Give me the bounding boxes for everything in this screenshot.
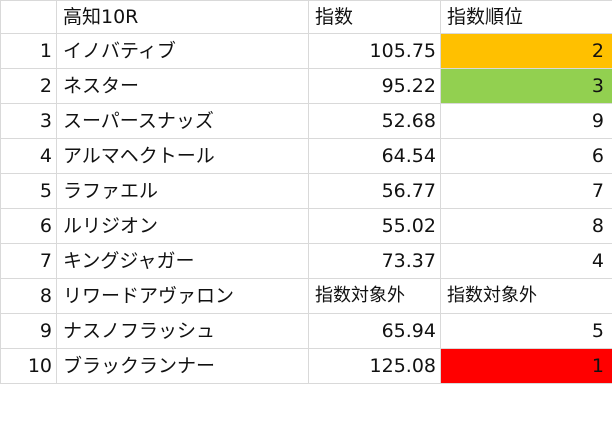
table-row: 10 ブラックランナー 125.08 1 bbox=[0, 348, 612, 384]
race-title-cell[interactable]: 高知10R bbox=[56, 0, 309, 34]
horse-name-cell[interactable]: スーパースナッズ bbox=[56, 103, 309, 139]
rank-header-cell[interactable]: 指数順位 bbox=[440, 0, 612, 34]
horse-name-cell[interactable]: ネスター bbox=[56, 68, 309, 104]
horse-name-cell[interactable]: ルリジオン bbox=[56, 208, 309, 244]
row-number-cell[interactable]: 2 bbox=[0, 68, 57, 104]
index-value-cell[interactable]: 64.54 bbox=[308, 138, 441, 174]
index-value-cell[interactable]: 95.22 bbox=[308, 68, 441, 104]
header-num-cell[interactable] bbox=[0, 0, 57, 34]
row-number-cell[interactable]: 6 bbox=[0, 208, 57, 244]
index-rank-cell[interactable]: 5 bbox=[440, 313, 612, 349]
race-index-table: 高知10R 指数 指数順位 1 イノバティブ 105.75 2 2 ネスター 95.22 3 3… bbox=[0, 0, 612, 384]
index-rank-cell[interactable]: 指数対象外 bbox=[440, 278, 612, 314]
index-value-cell[interactable]: 65.94 bbox=[308, 313, 441, 349]
horse-name-cell[interactable]: アルマヘクトール bbox=[56, 138, 309, 174]
index-value-cell[interactable]: 55.02 bbox=[308, 208, 441, 244]
index-rank-cell[interactable]: 6 bbox=[440, 138, 612, 174]
index-rank-cell[interactable]: 3 bbox=[440, 68, 612, 104]
index-value-cell[interactable]: 125.08 bbox=[308, 348, 441, 384]
index-rank-cell[interactable]: 4 bbox=[440, 243, 612, 279]
table-row: 3 スーパースナッズ 52.68 9 bbox=[0, 103, 612, 139]
index-value-cell[interactable]: 56.77 bbox=[308, 173, 441, 209]
index-rank-cell[interactable]: 1 bbox=[440, 348, 612, 384]
horse-name-cell[interactable]: イノバティブ bbox=[56, 33, 309, 69]
row-number-cell[interactable]: 4 bbox=[0, 138, 57, 174]
horse-name-cell[interactable]: ナスノフラッシュ bbox=[56, 313, 309, 349]
index-value-cell[interactable]: 52.68 bbox=[308, 103, 441, 139]
table-row: 6 ルリジオン 55.02 8 bbox=[0, 208, 612, 244]
row-number-cell[interactable]: 10 bbox=[0, 348, 57, 384]
table-row: 1 イノバティブ 105.75 2 bbox=[0, 33, 612, 69]
horse-name-cell[interactable]: リワードアヴァロン bbox=[56, 278, 309, 314]
horse-name-cell[interactable]: ブラックランナー bbox=[56, 348, 309, 384]
table-row: 4 アルマヘクトール 64.54 6 bbox=[0, 138, 612, 174]
table-row: 5 ラファエル 56.77 7 bbox=[0, 173, 612, 209]
index-rank-cell[interactable]: 2 bbox=[440, 33, 612, 69]
header-row: 高知10R 指数 指数順位 bbox=[0, 0, 612, 34]
horse-name-cell[interactable]: キングジャガー bbox=[56, 243, 309, 279]
row-number-cell[interactable]: 8 bbox=[0, 278, 57, 314]
index-header-cell[interactable]: 指数 bbox=[308, 0, 441, 34]
table-row: 2 ネスター 95.22 3 bbox=[0, 68, 612, 104]
index-rank-cell[interactable]: 9 bbox=[440, 103, 612, 139]
table-row: 8 リワードアヴァロン 指数対象外 指数対象外 bbox=[0, 278, 612, 314]
row-number-cell[interactable]: 9 bbox=[0, 313, 57, 349]
row-number-cell[interactable]: 1 bbox=[0, 33, 57, 69]
table-row: 9 ナスノフラッシュ 65.94 5 bbox=[0, 313, 612, 349]
index-rank-cell[interactable]: 7 bbox=[440, 173, 612, 209]
row-number-cell[interactable]: 3 bbox=[0, 103, 57, 139]
row-number-cell[interactable]: 7 bbox=[0, 243, 57, 279]
index-value-cell[interactable]: 指数対象外 bbox=[308, 278, 441, 314]
index-rank-cell[interactable]: 8 bbox=[440, 208, 612, 244]
index-value-cell[interactable]: 73.37 bbox=[308, 243, 441, 279]
table-row: 7 キングジャガー 73.37 4 bbox=[0, 243, 612, 279]
index-value-cell[interactable]: 105.75 bbox=[308, 33, 441, 69]
horse-name-cell[interactable]: ラファエル bbox=[56, 173, 309, 209]
row-number-cell[interactable]: 5 bbox=[0, 173, 57, 209]
